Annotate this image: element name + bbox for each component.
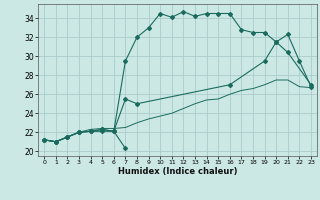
X-axis label: Humidex (Indice chaleur): Humidex (Indice chaleur) bbox=[118, 167, 237, 176]
